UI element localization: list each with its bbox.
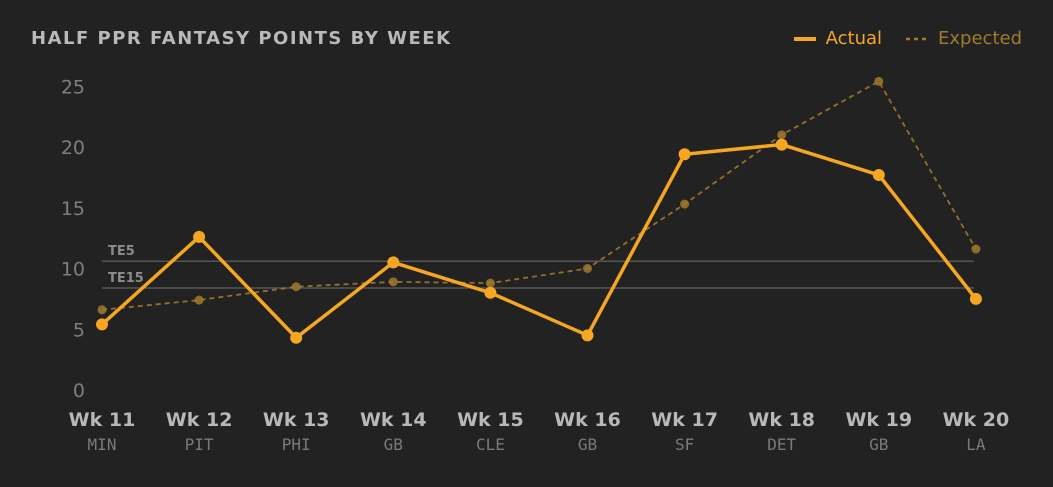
data-point-actual [872, 168, 885, 181]
x-tick-label: Wk 13 [263, 409, 330, 431]
y-tick-label: 25 [61, 76, 85, 98]
data-point-expected [97, 305, 107, 315]
data-point-expected [680, 199, 690, 209]
data-point-actual [484, 286, 497, 299]
legend: Actual Expected [793, 28, 1022, 49]
data-point-expected [291, 282, 301, 292]
reference-line-label: TE15 [108, 271, 144, 286]
x-opponent-label: PHI [282, 435, 311, 454]
y-tick-label: 20 [61, 137, 85, 159]
data-point-actual [581, 329, 594, 342]
x-opponent-label: GB [384, 435, 403, 454]
legend-item-expected: Expected [906, 28, 1022, 49]
y-tick-label: 10 [61, 259, 85, 281]
data-point-actual [193, 230, 206, 243]
x-tick-label: Wk 15 [457, 409, 524, 431]
data-point-expected [485, 278, 495, 288]
legend-label-actual: Actual [825, 28, 883, 49]
data-point-actual [96, 318, 108, 331]
legend-swatch-actual [793, 36, 816, 41]
reference-line-label: TE5 [108, 244, 135, 259]
x-opponent-label: GB [869, 435, 888, 454]
y-tick-label: 15 [61, 198, 85, 220]
data-point-expected [194, 295, 204, 305]
data-point-expected [583, 264, 592, 273]
y-tick-label: 5 [73, 319, 85, 341]
legend-item-actual: Actual [793, 28, 883, 49]
x-opponent-label: GB [578, 435, 597, 454]
x-tick-label: Wk 19 [845, 409, 912, 431]
x-tick-label: Wk 17 [651, 409, 718, 431]
x-opponent-label: SF [675, 435, 694, 454]
x-tick-label: Wk 16 [554, 409, 621, 431]
x-opponent-label: LA [966, 435, 986, 454]
data-point-actual [290, 331, 303, 344]
x-opponent-label: MIN [88, 435, 117, 454]
legend-label-expected: Expected [938, 28, 1022, 49]
data-point-expected [874, 76, 884, 86]
x-opponent-label: DET [767, 435, 796, 454]
series-line-expected [101, 80, 977, 311]
data-point-actual [678, 148, 691, 161]
data-point-actual [387, 256, 400, 269]
x-tick-label: Wk 12 [166, 409, 233, 431]
x-tick-label: Wk 11 [69, 409, 136, 431]
x-tick-label: Wk 20 [943, 409, 1010, 431]
legend-swatch-expected [906, 37, 929, 40]
data-point-expected [777, 130, 787, 140]
x-tick-label: Wk 18 [748, 409, 815, 431]
y-tick-label: 0 [73, 380, 85, 402]
chart-title: HALF PPR FANTASY POINTS BY WEEK [31, 28, 452, 49]
data-point-expected [388, 277, 398, 287]
data-point-actual [969, 292, 982, 305]
x-tick-label: Wk 14 [360, 409, 427, 431]
data-point-actual [775, 138, 788, 151]
x-opponent-label: CLE [476, 435, 505, 454]
x-opponent-label: PIT [185, 435, 214, 454]
data-point-expected [971, 244, 981, 254]
series-line-actual [100, 142, 978, 340]
